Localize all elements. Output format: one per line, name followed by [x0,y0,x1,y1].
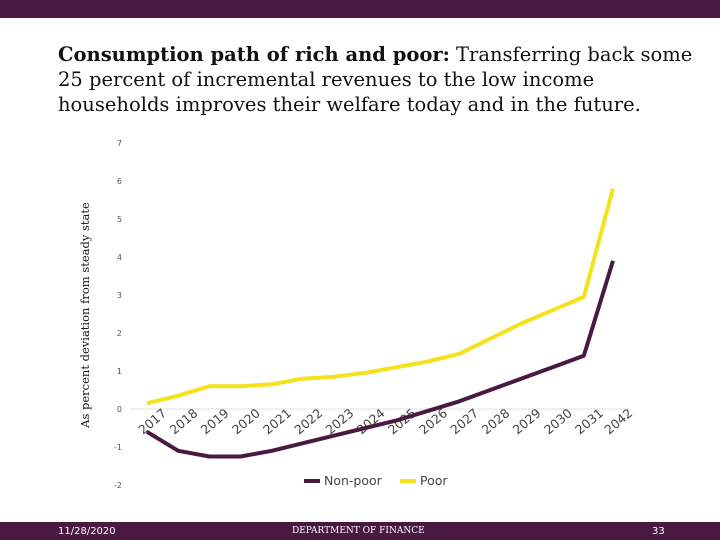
legend: Non-poor Poor [304,473,448,488]
title-bold: Consumption path of rich and poor: [58,43,450,66]
footer-date: 11/28/2020 [58,526,116,537]
y-tick-label: 2 [117,329,122,338]
slide-title: Consumption path of rich and poor: Trans… [58,42,698,117]
footer-department: DEPARTMENT OF FINANCE [292,526,425,536]
x-tick-label: 2027 [447,405,481,437]
y-tick-label: -1 [114,443,122,452]
y-tick-label: 5 [117,215,122,224]
x-tick-label: 2018 [166,405,200,437]
y-axis-label: As percent deviation from steady state [78,202,92,429]
top-bar [0,0,720,18]
y-tick-label: 7 [117,139,122,148]
footer-bar: 11/28/2020 DEPARTMENT OF FINANCE 33 [0,522,720,540]
x-tick-label: 2042 [601,405,635,437]
y-tick-label: 3 [117,291,122,300]
x-tick-label: 2028 [478,405,512,437]
y-axis-ticks: -2 -1 0 1 2 3 4 5 6 7 [114,139,122,490]
x-tick-label: 2017 [135,405,169,437]
title-rest: Transferring back some 25 percent of inc… [58,43,693,116]
y-tick-label: 6 [117,177,122,186]
x-tick-label: 2024 [354,405,388,437]
x-tick-label: 2019 [198,405,232,437]
series-line-non-poor [145,260,615,459]
x-tick-label: 2031 [572,405,606,437]
y-tick-label: 0 [117,405,122,414]
legend-label-poor: Poor [420,473,448,488]
page-number: 33 [652,526,665,537]
y-tick-label: -2 [114,481,122,490]
series-line-poor [146,188,615,406]
y-tick-label: 4 [117,253,122,262]
x-tick-label: 2029 [510,405,544,437]
y-tick-label: 1 [117,367,122,376]
series-lines [145,188,615,459]
x-tick-label: 2030 [541,405,575,437]
x-tick-label: 2020 [229,405,263,437]
x-tick-label: 2022 [291,405,325,437]
x-tick-label: 2021 [260,405,294,437]
legend-label-non-poor: Non-poor [324,473,383,488]
